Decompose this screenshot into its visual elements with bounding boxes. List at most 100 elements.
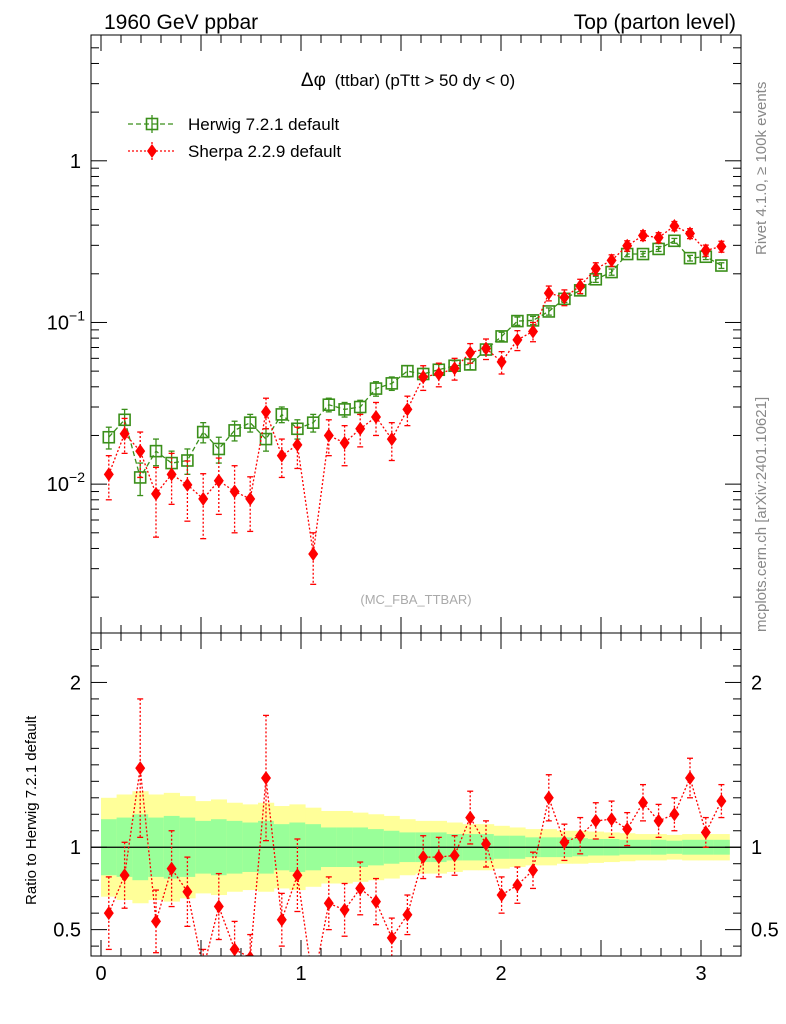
sherpa-ratio-point xyxy=(449,848,460,863)
sherpa-ratio-point xyxy=(575,828,586,843)
herwig-point xyxy=(275,408,289,421)
sherpa-point xyxy=(481,341,491,356)
sherpa-point xyxy=(103,467,114,482)
sherpa-ratio-point xyxy=(512,878,523,893)
ratio-frame xyxy=(90,632,742,957)
sherpa-ratio-point xyxy=(151,914,161,929)
sherpa-ratio-point xyxy=(528,863,538,878)
mcplots-label: mcplots.cern.ch [arXiv:2401.10621] xyxy=(753,397,770,632)
sherpa-point xyxy=(386,432,397,447)
ratio-y-tick-label-left: 1 xyxy=(70,837,81,859)
ratio-y-label: Ratio to Herwig 7.2.1 default xyxy=(23,715,40,905)
herwig-point xyxy=(511,314,524,328)
sherpa-point xyxy=(638,228,648,243)
x-tick-label: 1 xyxy=(295,963,306,985)
herwig-point xyxy=(259,432,273,446)
herwig-point xyxy=(133,471,147,484)
sherpa-point xyxy=(449,361,460,376)
sherpa-ratio-point xyxy=(669,807,680,822)
sherpa-point xyxy=(182,477,193,492)
sherpa-ratio-point xyxy=(402,907,413,922)
sherpa-ratio-point xyxy=(465,810,476,825)
sherpa-point xyxy=(528,324,538,339)
sherpa-point xyxy=(418,369,429,384)
ratio-plot-area xyxy=(91,698,741,956)
herwig-point xyxy=(715,259,728,272)
sherpa-ratio-point xyxy=(685,771,695,786)
x-tick-label: 3 xyxy=(695,963,706,985)
herwig-point xyxy=(212,442,226,456)
sherpa-ratio-point xyxy=(323,896,334,911)
sherpa-ratio-point xyxy=(716,794,727,809)
main-plot-area xyxy=(102,219,728,585)
legend-label-herwig: Herwig 7.2.1 default xyxy=(188,115,339,134)
sherpa-point xyxy=(355,421,366,436)
sherpa-point xyxy=(308,546,319,561)
sherpa-line xyxy=(108,225,722,554)
sherpa-point xyxy=(323,428,334,443)
herwig-point xyxy=(102,430,116,444)
herwig-point xyxy=(306,416,320,429)
watermark: (MC_FBA_TTBAR) xyxy=(360,592,471,607)
herwig-point xyxy=(542,305,556,318)
sherpa-ratio-point xyxy=(339,902,350,917)
sherpa-point xyxy=(590,261,601,276)
y-tick-label: 10−2 xyxy=(47,469,85,496)
legend-marker-herwig xyxy=(145,117,159,131)
sherpa-point xyxy=(700,243,711,258)
y-tick-label-base: 10 xyxy=(47,474,69,496)
y-tick-label-exp: −2 xyxy=(69,469,85,485)
herwig-point xyxy=(385,377,399,390)
sherpa-ratio-point xyxy=(103,906,114,921)
sherpa-point xyxy=(716,239,727,254)
sherpa-point xyxy=(496,354,507,369)
sherpa-point xyxy=(606,253,617,268)
sherpa-ratio-point xyxy=(166,861,177,876)
herwig-point xyxy=(291,422,304,436)
sherpa-point xyxy=(433,367,444,382)
plot-title-rest: (ttbar) (pTtt > 50 dy < 0) xyxy=(335,71,515,90)
sherpa-point xyxy=(685,226,695,241)
ratio-y-tick-label-right: 0.5 xyxy=(751,920,779,942)
sherpa-point xyxy=(465,345,476,360)
sherpa-ratio-line xyxy=(108,768,722,956)
ratio-panel: 0 1 2 3 0.5 0.5 1 1 2 2 Ratio to Herwig 7.2.1 def… xyxy=(23,632,779,985)
sherpa-point xyxy=(245,491,256,506)
ratio-y-tick-label-left: 0.5 xyxy=(53,920,81,942)
ratio-axis-ticks: 0 1 2 3 0.5 0.5 1 1 2 2 xyxy=(53,633,779,985)
herwig-point xyxy=(683,251,697,265)
sherpa-point xyxy=(151,486,161,501)
sherpa-ratio-point xyxy=(213,899,224,914)
sherpa-ratio-point xyxy=(229,942,240,956)
herwig-point xyxy=(401,364,414,378)
sherpa-ratio-series xyxy=(103,698,727,956)
herwig-point xyxy=(495,330,508,343)
sherpa-ratio-point xyxy=(418,850,429,865)
header-left-title: 1960 GeV ppbar xyxy=(104,11,258,34)
sherpa-point xyxy=(276,448,287,463)
legend: Herwig 7.2.1 default Sherpa 2.2.9 default xyxy=(128,115,341,161)
x-tick-label: 2 xyxy=(495,963,506,985)
sherpa-point xyxy=(135,444,146,459)
herwig-point xyxy=(353,400,367,414)
sherpa-point xyxy=(339,435,350,450)
sherpa-point xyxy=(559,290,570,305)
sherpa-point xyxy=(622,238,633,253)
y-tick-label-base: 10 xyxy=(47,312,69,334)
sherpa-ratio-point xyxy=(590,813,601,828)
rivet-label: Rivet 4.1.0, ≥ 100k events xyxy=(753,82,770,255)
sherpa-point xyxy=(575,279,586,294)
sherpa-point xyxy=(213,473,224,488)
herwig-point xyxy=(636,247,650,261)
herwig-point xyxy=(149,444,163,458)
sherpa-ratio-point xyxy=(481,836,491,851)
sherpa-ratio-point xyxy=(496,888,507,903)
plot-title-symbol: Δφ xyxy=(301,70,326,91)
herwig-point xyxy=(118,413,131,427)
ratio-y-tick-label-right: 2 xyxy=(751,672,762,694)
sherpa-ratio-point xyxy=(386,930,397,945)
sherpa-ratio-point xyxy=(135,761,146,776)
sherpa-point xyxy=(669,219,680,234)
sherpa-ratio-point xyxy=(606,812,617,827)
